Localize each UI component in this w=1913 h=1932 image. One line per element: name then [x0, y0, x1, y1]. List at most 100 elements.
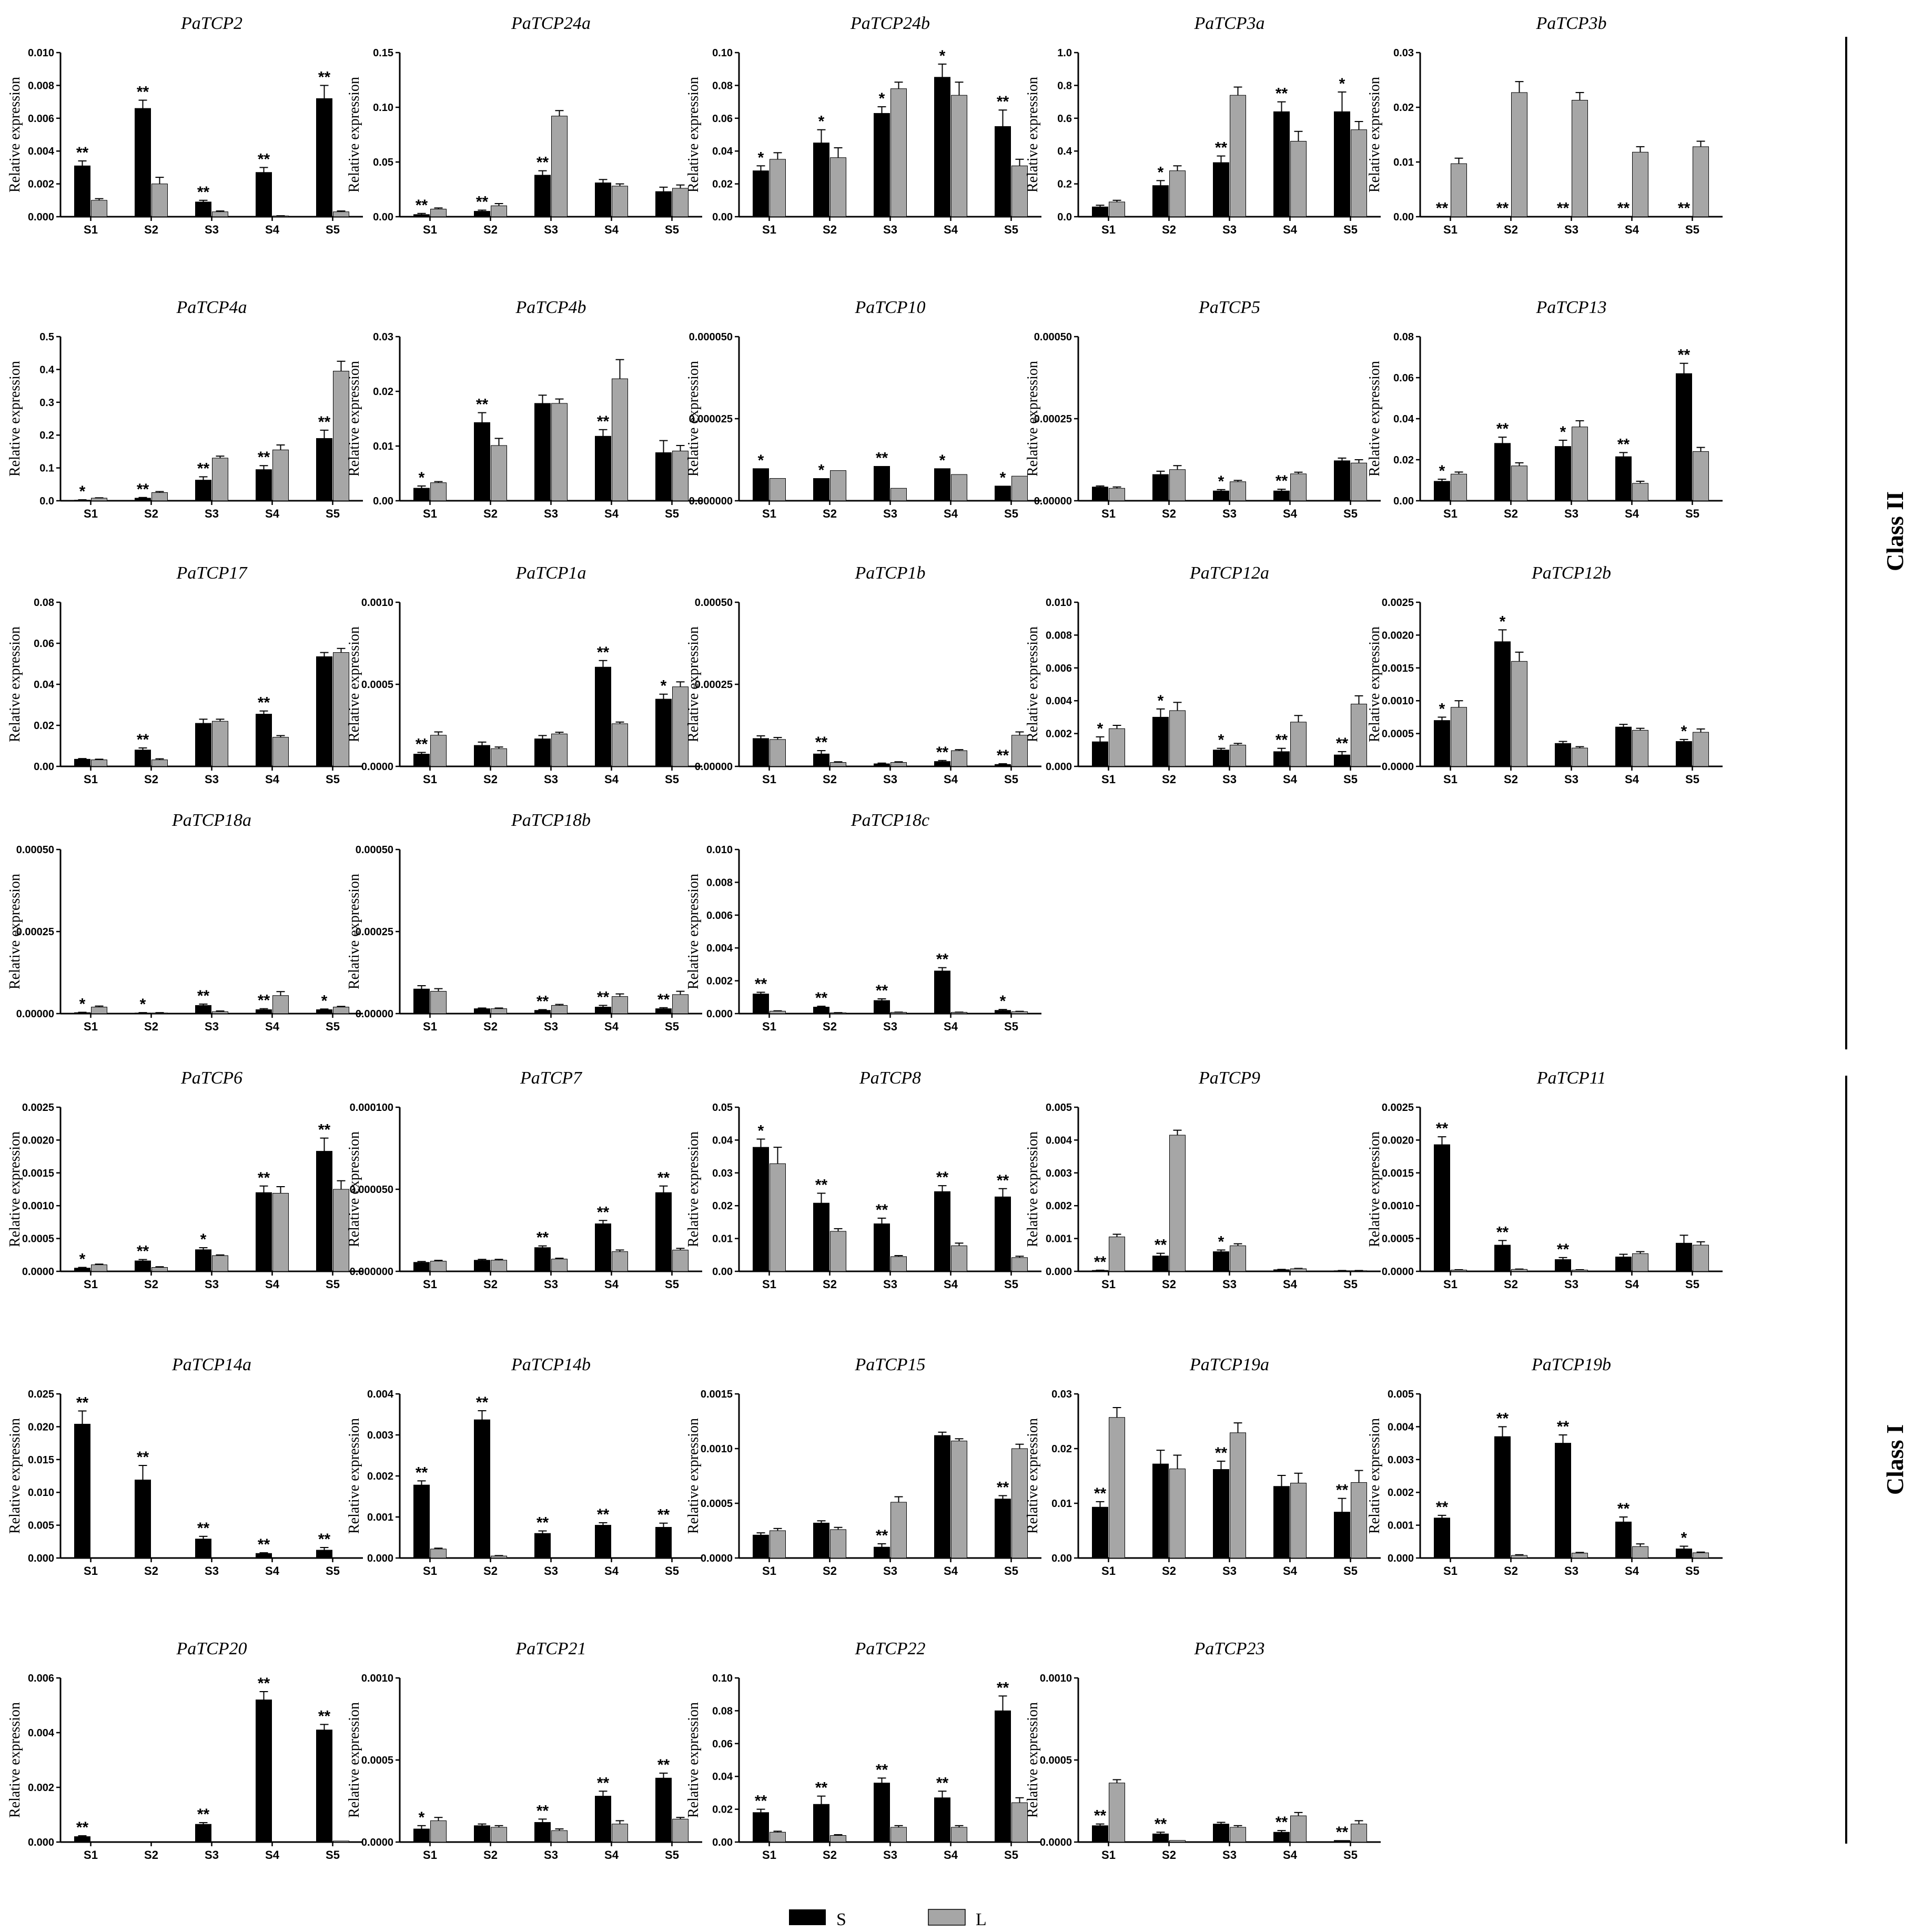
y-tick-label: 0.025	[28, 1389, 54, 1400]
y-tick-label: 0.000	[1046, 761, 1072, 773]
y-tick-label: 0.003	[367, 1430, 393, 1441]
y-axis-label: Relative expression	[7, 361, 23, 477]
y-tick-label: 0.02	[1393, 102, 1414, 114]
bar-s	[1434, 1518, 1450, 1559]
chart-panel: PaTCP18a Relative expression 0.00000 0.0002…	[7, 811, 363, 1033]
bar-s	[1434, 720, 1450, 767]
y-tick-label: 0.0000	[361, 761, 393, 773]
significance-marker: **	[1336, 735, 1349, 752]
y-tick-label: 0.000	[1046, 1266, 1072, 1278]
significance-marker: *	[419, 1809, 425, 1826]
significance-marker: *	[1158, 164, 1164, 181]
x-tick-label: S1	[84, 1278, 98, 1291]
x-tick-label: S3	[205, 223, 219, 236]
y-tick-label: 0.010	[28, 47, 54, 59]
y-tick-label: 0.0020	[1382, 1135, 1414, 1146]
x-tick-label: S3	[544, 1848, 558, 1862]
significance-marker: **	[476, 194, 489, 211]
bar-s	[135, 1260, 151, 1272]
bar-l	[770, 1530, 786, 1559]
significance-marker: **	[137, 83, 149, 100]
chart-title: PaTCP1a	[515, 563, 586, 583]
x-tick-label: S1	[762, 1020, 776, 1033]
bar-l	[1169, 710, 1186, 767]
bar-s	[934, 468, 950, 501]
bar-s	[474, 1008, 490, 1014]
bar-s	[753, 1812, 769, 1843]
bar-l	[770, 1832, 786, 1843]
chart-panel: PaTCP18b Relative expression 0.00000 0.0002…	[346, 811, 702, 1033]
y-tick-label: 0.00	[712, 1837, 733, 1848]
significance-marker: *	[1439, 462, 1445, 480]
y-tick-label: 0.000050	[689, 331, 733, 343]
y-tick-label: 0.002	[1388, 1487, 1414, 1499]
x-tick-label: S4	[1283, 223, 1298, 236]
x-tick-label: S2	[823, 1848, 837, 1862]
bar-l	[1511, 661, 1527, 767]
chart-title: PaTCP21	[515, 1639, 586, 1658]
significance-marker: *	[879, 90, 885, 107]
bar-s	[413, 754, 430, 767]
bar-s	[1213, 750, 1229, 767]
legend-label-l: L	[976, 1910, 987, 1929]
bar-l	[1511, 1555, 1527, 1559]
bar-l	[551, 733, 568, 767]
y-tick-label: 0.00000	[356, 1008, 393, 1020]
significance-marker: **	[997, 1479, 1009, 1496]
y-tick-label: 0.002	[28, 1782, 54, 1794]
y-tick-label: 0.8	[1057, 80, 1072, 92]
bar-s	[1615, 456, 1632, 501]
x-tick-label: S4	[1625, 1278, 1639, 1291]
bar-s	[1334, 111, 1350, 217]
significance-marker: **	[1436, 1120, 1449, 1137]
chart-title: PaTCP19b	[1531, 1355, 1611, 1374]
bar-s	[135, 498, 151, 501]
y-tick-label: 0.000025	[689, 413, 733, 425]
y-tick-label: 0.006	[28, 1673, 54, 1684]
significance-marker: **	[476, 396, 489, 413]
x-tick-label: S2	[144, 1278, 158, 1291]
chart-panel: PaTCP21 Relative expression 0.0000 0.0005 0.…	[346, 1639, 702, 1862]
x-tick-label: S3	[883, 1564, 897, 1577]
bar-l	[1351, 703, 1367, 767]
bar-s	[655, 1527, 672, 1559]
chart-panel: PaTCP12b Relative expression 0.0000 0.0005 0…	[1367, 563, 1723, 786]
y-tick-label: 0.0010	[701, 1443, 733, 1455]
x-tick-label: S4	[265, 223, 280, 236]
significance-marker: **	[76, 1394, 89, 1411]
significance-marker: *	[939, 452, 946, 469]
bar-s	[256, 714, 272, 767]
bar-l	[151, 492, 168, 501]
x-tick-label: S4	[265, 1848, 280, 1862]
x-tick-label: S2	[483, 507, 498, 520]
bar-s	[534, 1533, 551, 1559]
significance-marker: **	[936, 1169, 949, 1186]
bar-s	[1334, 1512, 1350, 1559]
bar-s	[753, 1147, 769, 1272]
chart-panel: PaTCP19a Relative expression 0.00 0.01 0.02 0…	[1025, 1355, 1381, 1577]
chart-panel: PaTCP9 Relative expression 0.000 0.001 0.002…	[1025, 1068, 1381, 1291]
significance-marker: **	[1276, 85, 1288, 103]
y-tick-label: 1.0	[1057, 47, 1072, 59]
bar-s	[1152, 1833, 1169, 1843]
bar-s	[1092, 1825, 1108, 1843]
chart-title: PaTCP3b	[1535, 14, 1606, 33]
y-axis-label: Relative expression	[1025, 77, 1041, 193]
y-tick-label: 0.0005	[22, 1233, 54, 1245]
bar-s	[316, 656, 332, 767]
bar-l	[1451, 473, 1467, 501]
significance-marker: **	[137, 1243, 149, 1260]
y-tick-label: 0.00000	[16, 1008, 54, 1020]
x-tick-label: S3	[883, 1278, 897, 1291]
bar-l	[1109, 488, 1125, 501]
bar-l	[491, 1260, 507, 1272]
bar-s	[256, 1553, 272, 1559]
bar-l	[91, 1557, 107, 1559]
bar-l	[212, 1011, 228, 1014]
y-tick-label: 0.000050	[350, 1184, 393, 1196]
x-tick-label: S2	[144, 1020, 158, 1033]
bar-s	[1434, 481, 1450, 501]
bar-s	[655, 452, 672, 501]
chart-panel: PaTCP10 Relative expression 0.000000 0.0000…	[685, 298, 1041, 520]
y-axis-label: Relative expression	[7, 1418, 23, 1534]
